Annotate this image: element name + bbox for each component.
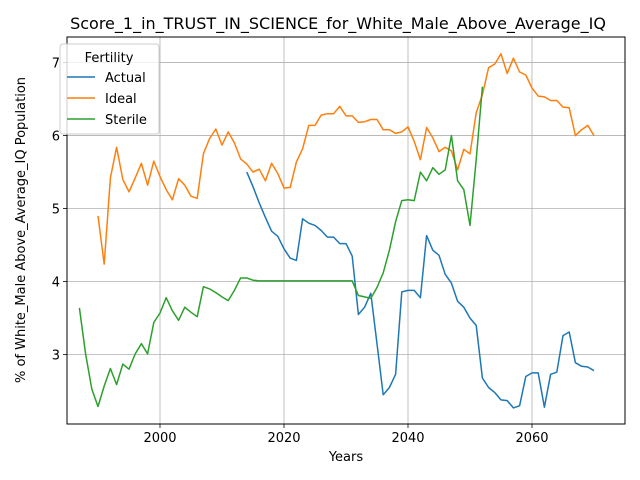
chart-title: Score_1_in_TRUST_IN_SCIENCE_for_White_Ma…: [70, 14, 606, 34]
x-tick-label: 2040: [391, 431, 424, 446]
x-tick-label: 2020: [267, 431, 300, 446]
legend-label-sterile: Sterile: [105, 113, 147, 128]
plot-area: [78, 53, 595, 409]
series-line-ideal: [97, 53, 595, 265]
legend-title: Fertility: [85, 51, 134, 66]
legend-box: [59, 43, 160, 135]
legend-label-actual: Actual: [105, 71, 146, 86]
y-tick-label: 4: [52, 276, 60, 291]
x-tick-label: 2000: [143, 431, 176, 446]
y-axis-label: % of White_Male Above_Average_IQ Populat…: [14, 77, 29, 383]
x-axis-label: Years: [328, 450, 364, 465]
y-tick-label: 3: [52, 349, 60, 364]
y-tick-label: 5: [52, 203, 60, 218]
x-tick-label: 2060: [515, 431, 548, 446]
legend-label-ideal: Ideal: [105, 92, 137, 107]
y-tick-label: 6: [52, 130, 60, 145]
legend: Fertility Actual Ideal Sterile: [59, 43, 160, 135]
series-line-sterile: [78, 86, 484, 408]
x-axis: 2000 2020 2040 2060: [143, 424, 549, 446]
axes-frame: [66, 36, 626, 425]
y-tick-label: 7: [52, 57, 60, 72]
series-line-actual: [246, 171, 595, 409]
